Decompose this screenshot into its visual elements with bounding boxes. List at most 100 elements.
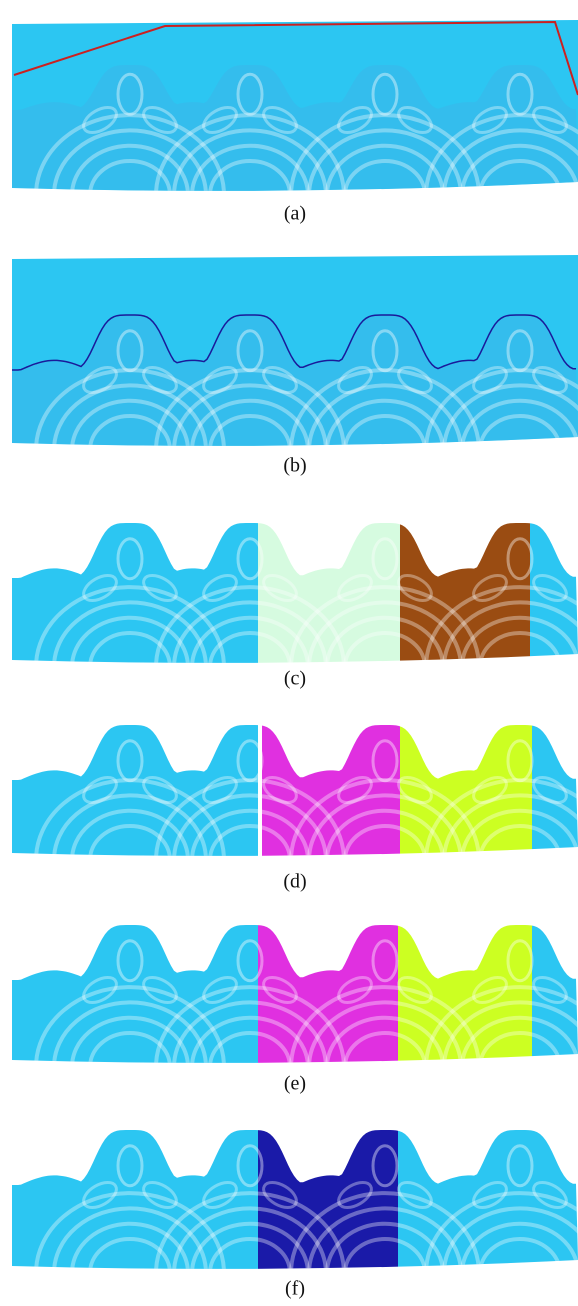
texture [460, 615, 578, 663]
texture [154, 1191, 346, 1269]
texture [337, 106, 373, 134]
texture [460, 808, 578, 856]
texture [172, 1206, 328, 1269]
texture [154, 368, 346, 446]
texture [190, 143, 310, 191]
texture [478, 159, 562, 191]
texture [532, 366, 568, 394]
texture [307, 1000, 463, 1063]
texture [52, 383, 208, 446]
texture [70, 808, 190, 856]
image-content [12, 255, 578, 446]
texture [397, 366, 433, 394]
texture [506, 72, 534, 116]
texture [190, 808, 310, 856]
texture [52, 1000, 208, 1063]
caption: (f) [285, 1278, 305, 1300]
texture [397, 574, 433, 602]
texture [472, 106, 508, 134]
texture [506, 739, 534, 783]
texture [289, 113, 481, 191]
texture [208, 824, 292, 856]
texture [442, 1206, 578, 1269]
texture [343, 414, 427, 446]
texture [478, 1237, 562, 1269]
texture [116, 939, 144, 983]
texture [343, 824, 427, 856]
texture [172, 793, 328, 856]
texture [506, 537, 534, 581]
texture [424, 985, 578, 1063]
image-content [12, 20, 578, 191]
texture [82, 776, 118, 804]
texture [478, 631, 562, 663]
texture [172, 600, 328, 663]
texture [307, 383, 463, 446]
image-panel [12, 1130, 578, 1269]
image-panel [12, 725, 578, 856]
texture [532, 574, 568, 602]
texture [472, 366, 508, 394]
texture [88, 414, 172, 446]
texture [52, 793, 208, 856]
texture [337, 1181, 373, 1209]
texture [236, 739, 264, 783]
texture [532, 776, 568, 804]
texture [82, 106, 118, 134]
texture [307, 128, 463, 191]
texture [202, 776, 238, 804]
texture [236, 329, 264, 373]
texture [472, 976, 508, 1004]
image-content [12, 523, 578, 663]
texture [142, 574, 178, 602]
texture [442, 383, 578, 446]
texture [424, 113, 578, 191]
texture [116, 1144, 144, 1188]
texture [343, 631, 427, 663]
caption: (a) [284, 203, 306, 225]
texture [190, 398, 310, 446]
texture [289, 368, 481, 446]
texture [202, 574, 238, 602]
image-panel [12, 925, 578, 1063]
image-content [12, 925, 578, 1063]
texture [478, 824, 562, 856]
texture [52, 1206, 208, 1269]
texture [371, 939, 399, 983]
texture [88, 631, 172, 663]
image-content [12, 725, 578, 856]
texture [343, 159, 427, 191]
texture [262, 366, 298, 394]
texture [70, 143, 190, 191]
texture [88, 824, 172, 856]
texture [460, 143, 578, 191]
texture [424, 1191, 578, 1269]
texture [460, 1221, 578, 1269]
texture [70, 1015, 190, 1063]
texture [397, 976, 433, 1004]
texture [34, 985, 226, 1063]
texture [532, 976, 568, 1004]
texture [116, 72, 144, 116]
texture [307, 600, 463, 663]
texture [236, 537, 264, 581]
texture [208, 1237, 292, 1269]
contour-line [12, 314, 576, 371]
texture [325, 808, 445, 856]
texture [460, 1015, 578, 1063]
texture [208, 631, 292, 663]
texture [88, 1031, 172, 1063]
image-panel [12, 523, 578, 663]
texture [202, 976, 238, 1004]
lace [12, 315, 578, 446]
texture [236, 1144, 264, 1188]
texture [442, 600, 578, 663]
texture [142, 366, 178, 394]
texture [82, 976, 118, 1004]
texture [154, 113, 346, 191]
texture [82, 366, 118, 394]
texture [289, 985, 481, 1063]
texture [70, 398, 190, 446]
texture [478, 414, 562, 446]
image-panel [12, 255, 578, 446]
